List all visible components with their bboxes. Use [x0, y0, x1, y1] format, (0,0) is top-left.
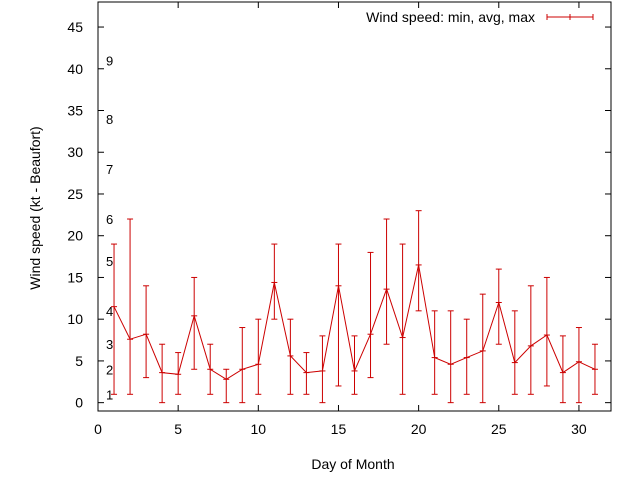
beaufort-label: 3	[106, 337, 113, 352]
x-tick-label: 0	[94, 421, 102, 437]
plot-frame	[97, 1, 612, 412]
beaufort-label: 5	[106, 254, 113, 269]
beaufort-label: 7	[106, 162, 113, 177]
x-tick-label: 25	[491, 421, 507, 437]
beaufort-label: 1	[106, 387, 113, 402]
beaufort-label: 9	[106, 53, 113, 68]
x-tick-label: 20	[411, 421, 427, 437]
y-tick-label: 25	[67, 186, 83, 202]
y-tick-label: 20	[67, 228, 83, 244]
legend-label: Wind speed: min, avg, max	[366, 9, 535, 25]
x-tick-label: 10	[251, 421, 267, 437]
y-tick-label: 40	[67, 61, 83, 77]
x-tick-label: 5	[174, 421, 182, 437]
beaufort-scale-labels: 1 2 3 4 5 6 7 8 9	[106, 53, 113, 402]
beaufort-label: 4	[106, 304, 113, 319]
average-wind-points	[111, 264, 598, 380]
y-tick-label: 30	[67, 144, 83, 160]
y-tick-label: 35	[67, 103, 83, 119]
x-axis-label: Day of Month	[311, 456, 394, 472]
beaufort-label: 6	[106, 212, 113, 227]
y-tick-label: 15	[67, 269, 83, 285]
beaufort-label: 2	[106, 362, 113, 377]
y-tick-label: 0	[75, 395, 83, 411]
error-bars	[111, 210, 598, 404]
legend: Wind speed: min, avg, max	[366, 9, 594, 25]
x-tick-label: 30	[571, 421, 587, 437]
y-tick-label: 5	[75, 353, 83, 369]
y-axis-label: Wind speed (kt - Beaufort)	[27, 126, 43, 289]
beaufort-label: 8	[106, 112, 113, 127]
y-tick-label: 45	[67, 19, 83, 35]
y-tick-label: 10	[67, 311, 83, 327]
x-tick-label: 15	[331, 421, 347, 437]
legend-sample-icon	[546, 14, 594, 20]
